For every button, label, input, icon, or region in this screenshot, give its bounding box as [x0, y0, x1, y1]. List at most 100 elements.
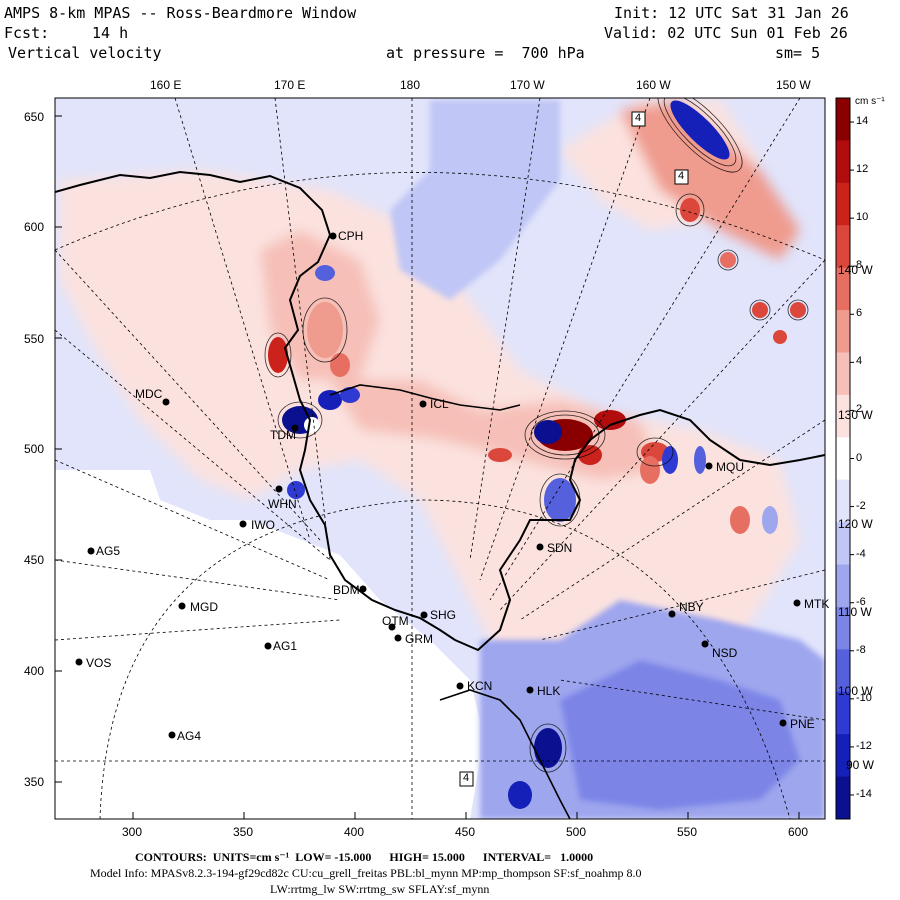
box-label: 4	[678, 170, 685, 182]
colorbar-tick: 12	[856, 163, 869, 176]
valid-time: Valid: 02 UTC Sun 01 Feb 26	[604, 24, 848, 42]
coastline	[55, 170, 825, 652]
colorbar-swatch	[836, 776, 850, 820]
box-label: 4	[635, 112, 642, 124]
colorbar-swatch	[836, 182, 850, 226]
colorbar-swatch	[836, 310, 850, 353]
y-tick-label: 350	[24, 775, 45, 789]
y-tick-label: 450	[24, 553, 45, 567]
x-tick-label: 550	[677, 825, 698, 839]
station-label: NSD	[712, 646, 738, 660]
model-info: Model Info: MPASv8.2.3-194-gf29cd82c CU:…	[90, 866, 642, 880]
colorbar-swatch	[836, 140, 850, 184]
station-label: HLK	[537, 684, 561, 698]
y-tick-label: 400	[24, 664, 45, 678]
vertical-velocity-field	[55, 98, 825, 819]
colorbar-tick: -4	[856, 547, 866, 560]
station-label: TDM	[270, 428, 296, 442]
colorbar-tick: -12	[856, 739, 872, 752]
station-label: PNE	[790, 717, 815, 731]
colorbar-tick: -14	[856, 787, 872, 800]
colorbar-swatch	[836, 606, 850, 650]
box-label: 4	[463, 772, 470, 784]
x-tick-label: 600	[788, 825, 809, 839]
lon-label: 140 W	[838, 263, 873, 277]
station-markers	[75, 232, 801, 739]
plot-title: AMPS 8-km MPAS -- Ross-Beardmore Window	[4, 4, 357, 22]
x-tick-label: 400	[344, 825, 365, 839]
field-name: Vertical velocity	[8, 44, 162, 62]
station-label: KCN	[467, 679, 493, 693]
top-tick-label: 160 E	[150, 78, 182, 92]
colorbar-tick: 8	[856, 259, 863, 272]
colorbar-swatch	[836, 649, 850, 693]
y-tick-label: 650	[24, 110, 45, 124]
colorbar-swatch	[836, 352, 850, 396]
forecast-label: Fcst:	[4, 24, 50, 42]
lon-label: 100 W	[838, 684, 873, 698]
x-tick-label: 350	[233, 825, 254, 839]
colorbar-swatch	[836, 522, 850, 566]
top-tick-label: 150 W	[776, 78, 811, 92]
station-label: MDC	[135, 387, 163, 401]
colorbar-tick: 6	[856, 307, 863, 320]
station-label: MTK	[804, 597, 830, 611]
init-time: Init: 12 UTC Sat 31 Jan 26	[614, 4, 849, 22]
y-tick-label: 500	[24, 442, 45, 456]
top-tick-label: 170 W	[510, 78, 545, 92]
top-tick-label: 180	[400, 78, 421, 92]
x-tick-label: 300	[122, 825, 143, 839]
colorbar-swatch	[836, 437, 850, 481]
colorbar-swatch	[836, 734, 850, 778]
lon-label: 130 W	[838, 408, 873, 422]
station-label: BDM	[333, 583, 360, 597]
lon-label: 120 W	[838, 517, 873, 531]
station-label: AG4	[177, 729, 202, 743]
colorbar-tick: -6	[856, 595, 866, 608]
station-label: CPH	[338, 229, 364, 243]
physics-info: LW:rrtmg_lw SW:rrtmg_sw SFLAY:sf_mynn	[270, 882, 490, 896]
x-tick-label: 500	[566, 825, 587, 839]
smoothing-value: sm= 5	[775, 44, 821, 62]
y-tick-label: 600	[24, 220, 45, 234]
colorbar-swatch	[836, 564, 850, 608]
station-label: MGD	[190, 600, 218, 614]
colorbar-swatch	[836, 225, 850, 269]
contour-info: CONTOURS: UNITS=cm s⁻¹ LOW= -15.000 HIGH…	[135, 850, 594, 864]
station-label: NBY	[679, 600, 704, 614]
colorbar-tick: -10	[856, 691, 872, 704]
station-label: GRM	[405, 632, 433, 646]
station-label: SHG	[430, 608, 457, 622]
colorbar-tick: 2	[856, 403, 863, 416]
colorbar-swatch	[836, 98, 850, 141]
station-label: OTM	[382, 614, 409, 628]
colorbar	[835, 97, 854, 820]
colorbar-tick: -8	[856, 643, 866, 656]
colorbar-swatch	[836, 394, 850, 438]
colorbar-tick: 10	[856, 211, 869, 224]
station-label: WHN	[268, 497, 297, 511]
colorbar-swatch	[836, 691, 850, 735]
station-label: ICL	[430, 397, 449, 411]
station-label: SDN	[547, 541, 573, 555]
colorbar-tick: 0	[856, 451, 863, 464]
colorbar-swatch	[836, 267, 850, 311]
station-label: MQU	[716, 460, 744, 474]
colorbar-tick: 4	[856, 355, 863, 368]
station-label: AG1	[273, 639, 298, 653]
x-tick-label: 450	[455, 825, 476, 839]
pressure-level: at pressure = 700 hPa	[386, 44, 585, 62]
colorbar-tick: -2	[856, 499, 866, 512]
station-label: VOS	[86, 656, 112, 670]
forecast-hour: 14 h	[92, 24, 129, 42]
y-tick-label: 550	[24, 332, 45, 346]
intense-cells	[268, 100, 806, 809]
colorbar-swatch	[836, 479, 850, 523]
station-label: IWO	[251, 518, 275, 532]
top-tick-label: 170 E	[274, 78, 306, 92]
colorbar-units: cm s⁻¹	[855, 96, 885, 107]
lon-label: 110 W	[838, 605, 872, 619]
station-label: AG5	[96, 544, 121, 558]
lon-label: 90 W	[846, 758, 875, 772]
